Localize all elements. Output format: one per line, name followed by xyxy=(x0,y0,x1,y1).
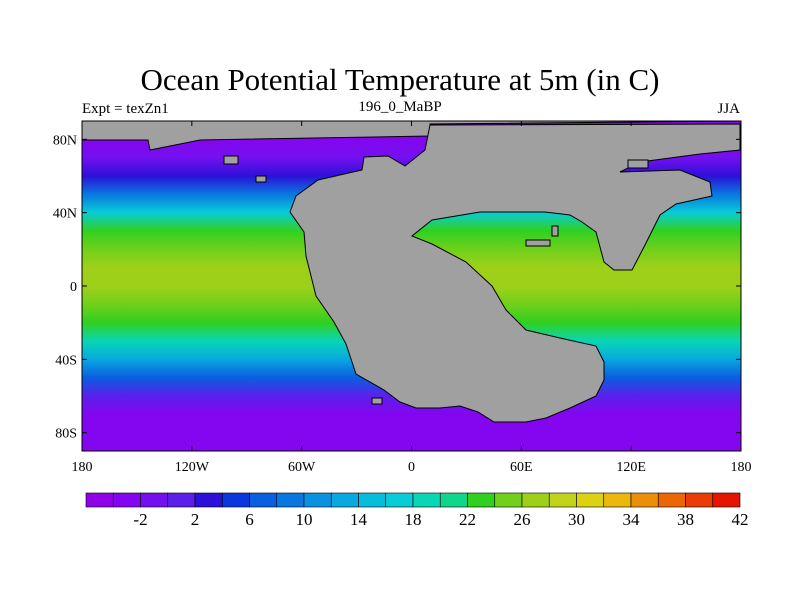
colorbar-swatch xyxy=(385,492,414,508)
colorbar-swatch xyxy=(112,492,141,508)
season-label: JJA xyxy=(717,101,740,117)
experiment-label: Expt = texZn1 xyxy=(82,101,169,117)
y-tick-label: 80N xyxy=(53,133,77,148)
island-tethys-1 xyxy=(525,239,551,247)
colorbar-swatch xyxy=(712,492,741,508)
island-north-1 xyxy=(223,155,239,165)
colorbar-swatch xyxy=(576,492,605,508)
colorbar-swatch xyxy=(276,492,305,508)
colorbar: -2 2 6 10 14 18 22 26 30 34 38 42 xyxy=(85,492,749,529)
colorbar-swatch xyxy=(630,492,659,508)
colorbar-swatch xyxy=(603,492,632,508)
y-tick-label: 0 xyxy=(70,280,77,295)
colorbar-swatch xyxy=(412,492,441,508)
colorbar-swatch xyxy=(194,492,223,508)
land-masses xyxy=(82,121,741,423)
colorbar-swatch xyxy=(521,492,550,508)
colorbar-swatch xyxy=(249,492,278,508)
supercontinent-landmass xyxy=(289,123,741,423)
colorbar-swatch xyxy=(657,492,686,508)
colorbar-label: 22 xyxy=(459,510,476,529)
y-axis: 80N 40N 0 40S 80S xyxy=(53,133,741,442)
island-south-1 xyxy=(371,397,383,405)
x-axis: 180 120W 60W 0 60E 120E 180 xyxy=(72,121,752,475)
colorbar-swatch xyxy=(467,492,496,508)
island-arctic-1 xyxy=(627,159,649,169)
island-tethys-2 xyxy=(551,225,559,237)
colorbar-label: 18 xyxy=(405,510,422,529)
plot-title: Ocean Potential Temperature at 5m (in C) xyxy=(140,62,660,97)
time-label: 196_0_MaBP xyxy=(358,99,442,115)
colorbar-label: 42 xyxy=(732,510,749,529)
y-tick-label: 40S xyxy=(55,353,77,368)
colorbar-label: 26 xyxy=(514,510,531,529)
colorbar-swatch xyxy=(85,492,114,508)
colorbar-label: 2 xyxy=(191,510,200,529)
x-tick-label: 0 xyxy=(408,460,415,475)
colorbar-swatch xyxy=(140,492,169,508)
colorbar-swatch xyxy=(167,492,196,508)
x-tick-label: 180 xyxy=(731,460,752,475)
colorbar-swatch xyxy=(494,492,523,508)
colorbar-label: 38 xyxy=(677,510,694,529)
x-tick-label: 120W xyxy=(175,460,210,475)
x-tick-label: 60E xyxy=(510,460,533,475)
colorbar-label: 6 xyxy=(245,510,254,529)
colorbar-swatch xyxy=(330,492,359,508)
colorbar-swatch xyxy=(685,492,714,508)
x-tick-label: 60W xyxy=(288,460,316,475)
colorbar-swatch xyxy=(358,492,387,508)
colorbar-swatch xyxy=(548,492,577,508)
island-north-2 xyxy=(255,175,267,183)
colorbar-swatch xyxy=(303,492,332,508)
colorbar-swatch xyxy=(439,492,468,508)
y-tick-label: 80S xyxy=(55,427,77,442)
y-tick-label: 40N xyxy=(53,207,77,222)
colorbar-label: -2 xyxy=(133,510,147,529)
x-tick-label: 120E xyxy=(616,460,646,475)
colorbar-swatch xyxy=(221,492,250,508)
x-tick-label: 180 xyxy=(72,460,93,475)
colorbar-label: 30 xyxy=(568,510,585,529)
arctic-landmass xyxy=(82,121,741,151)
colorbar-label: 14 xyxy=(350,510,368,529)
colorbar-label: 10 xyxy=(296,510,313,529)
colorbar-label: 34 xyxy=(623,510,641,529)
